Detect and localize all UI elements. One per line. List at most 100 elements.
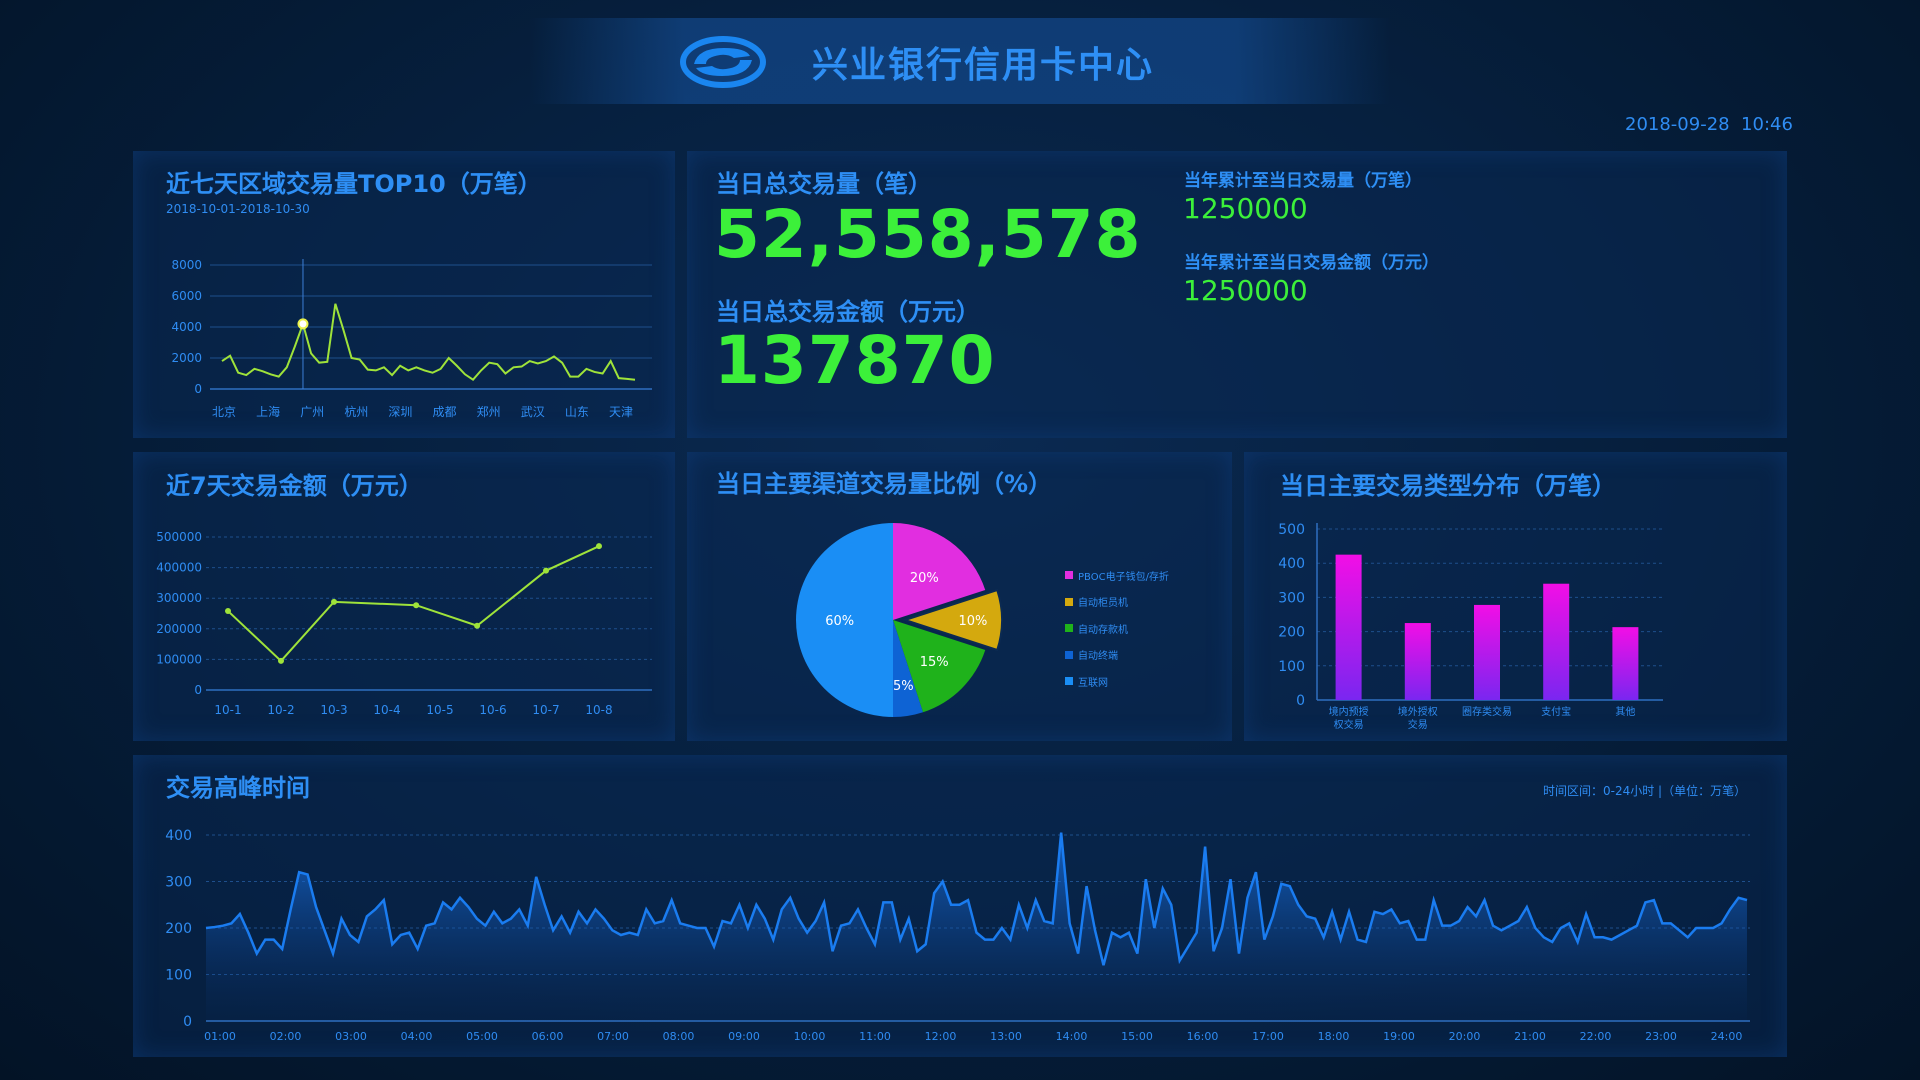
amount7-chart-title: 近7天交易金额（万元） bbox=[166, 472, 423, 500]
channel-chart-title: 当日主要渠道交易量比例（%） bbox=[716, 470, 1053, 498]
legend-item: 自动柜员机 bbox=[1065, 589, 1169, 616]
bar bbox=[1612, 627, 1639, 700]
x-tick-label: 07:00 bbox=[597, 1030, 629, 1043]
ytd-amount-value: 1250000 bbox=[1183, 274, 1308, 307]
daily-count-label: 当日总交易量（笔） bbox=[716, 170, 932, 198]
x-tick-label: 郑州 bbox=[477, 404, 501, 419]
legend-label: PBOC电子钱包/存折 bbox=[1078, 571, 1169, 583]
x-tick-label: 22:00 bbox=[1580, 1030, 1612, 1043]
y-tick-label: 500000 bbox=[156, 530, 202, 544]
panel-type-distribution bbox=[1244, 452, 1787, 741]
x-tick-label: 上海 bbox=[256, 404, 280, 419]
pie-slice bbox=[893, 523, 986, 620]
y-tick-label: 0 bbox=[183, 1014, 192, 1030]
data-point bbox=[596, 543, 602, 550]
channel-legend: PBOC电子钱包/存折 自动柜员机 自动存款机 自动终端 互联网 bbox=[1065, 562, 1169, 695]
data-point bbox=[474, 622, 481, 629]
bar bbox=[1543, 583, 1570, 700]
y-tick-label: 500 bbox=[1278, 522, 1305, 538]
data-point bbox=[225, 608, 231, 615]
y-tick-label: 0 bbox=[194, 382, 202, 396]
bar bbox=[1474, 604, 1500, 700]
slice-label: 5% bbox=[893, 679, 914, 694]
x-tick-label: 其他 bbox=[1615, 705, 1635, 718]
x-tick-label: 21:00 bbox=[1514, 1030, 1546, 1043]
slice-label: 20% bbox=[910, 571, 939, 586]
slice-label: 15% bbox=[920, 655, 949, 670]
series-line bbox=[205, 832, 1748, 966]
y-tick-label: 400000 bbox=[156, 561, 202, 575]
peak-range-note: 时间区间：0-24小时 |（单位：万笔） bbox=[1543, 784, 1747, 798]
ytd-amount-label: 当年累计至当日交易金额（万元） bbox=[1184, 253, 1439, 273]
x-tick-label: 02:00 bbox=[270, 1030, 302, 1043]
x-tick-label: 19:00 bbox=[1383, 1030, 1415, 1043]
x-tick-label: 08:00 bbox=[663, 1030, 695, 1043]
highlight-point bbox=[297, 318, 309, 330]
x-tick-label: 权交易 bbox=[1334, 718, 1364, 731]
x-tick-label: 北京 bbox=[212, 405, 236, 419]
x-tick-label: 10-1 bbox=[214, 703, 241, 717]
legend-label: 自动终端 bbox=[1078, 651, 1118, 663]
x-tick-label: 圈存类交易 bbox=[1462, 705, 1512, 718]
x-tick-label: 12:00 bbox=[925, 1030, 957, 1043]
ytd-count-value: 1250000 bbox=[1183, 192, 1308, 225]
amount7-line-chart: 0 100000 200000 300000 400000 500000 10-1 10-2 1… bbox=[156, 530, 652, 717]
series-line bbox=[221, 303, 636, 382]
y-tick-label: 0 bbox=[1296, 693, 1305, 709]
pie-slice bbox=[901, 588, 1003, 652]
y-tick-label: 2000 bbox=[171, 351, 202, 365]
y-tick-label: 8000 bbox=[171, 258, 202, 272]
x-tick-label: 23:00 bbox=[1645, 1030, 1677, 1043]
y-tick-label: 300 bbox=[165, 875, 192, 891]
x-tick-label: 深圳 bbox=[388, 405, 412, 419]
x-tick-label: 13:00 bbox=[990, 1030, 1022, 1043]
daily-amount-value: 137870 bbox=[714, 322, 996, 399]
x-tick-label: 10:00 bbox=[794, 1030, 826, 1043]
x-tick-label: 成都 bbox=[433, 405, 457, 419]
panel-region-top10 bbox=[133, 151, 675, 438]
x-tick-label: 03:00 bbox=[335, 1030, 367, 1043]
x-tick-label: 10-2 bbox=[267, 703, 294, 717]
panel-summary bbox=[687, 151, 1787, 438]
legend-label: 自动柜员机 bbox=[1078, 598, 1128, 610]
header-banner bbox=[530, 18, 1390, 104]
ytd-count-label: 当年累计至当日交易量（万笔） bbox=[1184, 171, 1422, 191]
data-point bbox=[331, 598, 337, 605]
page-title: 兴业银行信用卡中心 bbox=[812, 45, 1155, 86]
x-tick-label: 10-8 bbox=[585, 703, 612, 717]
y-tick-label: 6000 bbox=[171, 289, 202, 303]
bar bbox=[1335, 554, 1362, 700]
x-tick-label: 支付宝 bbox=[1541, 705, 1571, 718]
y-tick-label: 0 bbox=[194, 683, 202, 697]
pie-slice bbox=[893, 620, 986, 713]
slice-label: 10% bbox=[958, 614, 987, 629]
x-tick-label: 01:00 bbox=[204, 1030, 236, 1043]
x-tick-label: 10-5 bbox=[426, 703, 453, 717]
y-tick-label: 300000 bbox=[156, 591, 202, 605]
legend-swatch bbox=[1065, 571, 1073, 580]
legend-swatch bbox=[1065, 597, 1073, 606]
legend-item: 自动存款机 bbox=[1065, 615, 1169, 642]
x-tick-label: 10-6 bbox=[479, 703, 506, 717]
peak-area-chart: 0 100 200 300 400 01:00 02:00 03:00 04:00 05:00 06… bbox=[165, 828, 1750, 1043]
data-point bbox=[278, 657, 284, 664]
x-tick-label: 天津 bbox=[609, 405, 633, 419]
region-chart-title: 近七天区域交易量TOP10（万笔） bbox=[166, 170, 542, 198]
x-tick-label: 09:00 bbox=[728, 1030, 760, 1043]
pie-slice bbox=[893, 620, 923, 717]
y-tick-label: 400 bbox=[165, 828, 192, 844]
y-tick-label: 200 bbox=[165, 921, 192, 937]
legend-item: 互联网 bbox=[1065, 668, 1169, 695]
bank-logo-icon bbox=[680, 36, 766, 88]
legend-item: 自动终端 bbox=[1065, 642, 1169, 669]
data-point bbox=[543, 567, 549, 574]
y-tick-label: 4000 bbox=[171, 320, 202, 334]
daily-amount-label: 当日总交易金额（万元） bbox=[716, 298, 980, 326]
y-tick-label: 100 bbox=[165, 968, 192, 984]
daily-count-value: 52,558,578 bbox=[714, 196, 1142, 273]
y-tick-label: 200000 bbox=[156, 622, 202, 636]
x-tick-label: 境内预授 bbox=[1329, 705, 1369, 718]
x-tick-label: 山东 bbox=[565, 405, 589, 419]
x-tick-label: 11:00 bbox=[859, 1030, 891, 1043]
